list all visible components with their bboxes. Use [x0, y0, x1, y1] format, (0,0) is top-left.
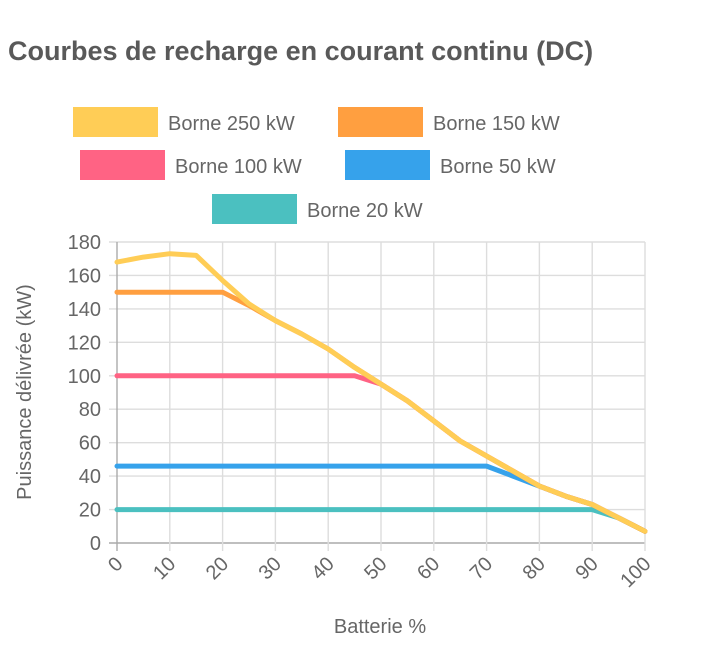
x-tick-label: 50	[360, 553, 391, 584]
x-tick-label: 30	[255, 553, 286, 584]
legend-swatch-borne-100-kw	[80, 150, 165, 180]
legend-swatch-borne-250-kw	[73, 107, 158, 137]
x-tick-label: 100	[616, 553, 655, 592]
y-tick-label: 0	[90, 533, 101, 555]
x-tick-label: 10	[149, 553, 180, 584]
y-tick-label: 140	[68, 299, 101, 321]
series-lines	[114, 251, 648, 534]
tick-labels: 0 20 40 60 80 100 120 140 160 180 0 10 20 30 40 50 60 70 8…	[68, 232, 656, 592]
legend-swatch-borne-20-kw	[212, 194, 297, 224]
legend-label-borne-100-kw: Borne 100 kW	[175, 156, 302, 178]
legend-label-borne-20-kw: Borne 20 kW	[307, 200, 423, 222]
x-tick-label: 40	[307, 553, 338, 584]
series-line-borne-20-kw	[114, 507, 648, 534]
legend-label-borne-250-kw: Borne 250 kW	[168, 113, 295, 135]
y-tick-label: 160	[68, 265, 101, 287]
legend-label-borne-50-kw: Borne 50 kW	[440, 156, 556, 178]
y-tick-label: 80	[79, 399, 101, 421]
series-line-borne-250-kw	[114, 251, 648, 534]
y-tick-label: 60	[79, 433, 101, 455]
y-tick-label: 120	[68, 332, 101, 354]
y-tick-label: 20	[79, 500, 101, 522]
y-tick-label: 40	[79, 466, 101, 488]
legend-swatch-borne-50-kw	[345, 150, 430, 180]
grid	[109, 241, 646, 551]
x-tick-label: 60	[413, 553, 444, 584]
y-tick-label: 100	[68, 366, 101, 388]
x-axis-label: Batterie %	[334, 616, 426, 638]
y-axis-label: Puissance délivrée (kW)	[14, 284, 36, 500]
x-tick-label: 20	[202, 553, 233, 584]
y-tick-label: 180	[68, 232, 101, 254]
x-tick-label: 0	[104, 553, 127, 576]
x-tick-label: 80	[519, 553, 550, 584]
legend-swatch-borne-150-kw	[338, 107, 423, 137]
legend-label-borne-150-kw: Borne 150 kW	[433, 113, 560, 135]
x-tick-label: 90	[571, 553, 602, 584]
x-tick-label: 70	[466, 553, 497, 584]
chart-title: Courbes de recharge en courant continu (…	[8, 36, 593, 66]
